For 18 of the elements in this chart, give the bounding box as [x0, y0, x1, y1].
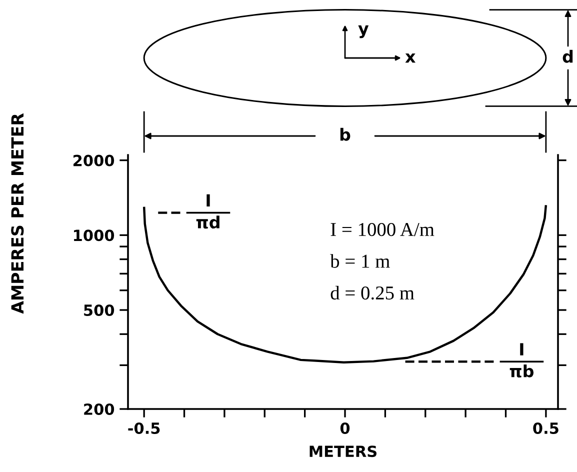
text: x [405, 53, 416, 63]
x-tick-label: 0 [340, 422, 350, 434]
text: y [358, 25, 369, 38]
text: b [340, 128, 350, 141]
annotation: b = 1 m [330, 254, 390, 268]
y-tick-label: 2000 [73, 154, 114, 166]
y-axis-title: AMPERES PER METER [11, 113, 24, 314]
annotation: I = 1000 A/m [330, 222, 434, 236]
x-tick-label: -0.5 [128, 422, 160, 434]
x-tick-label: 0.5 [533, 422, 558, 434]
text: d [562, 50, 573, 63]
annotation: I πd [196, 194, 220, 229]
y-tick-label: 1000 [74, 230, 114, 242]
x-axis-title: METERS [310, 446, 377, 458]
y-tick-label: 200 [84, 403, 114, 416]
annotation: I πb [510, 343, 534, 378]
y-tick-label: 500 [84, 304, 114, 316]
annotation: d = 0.25 m [330, 286, 414, 300]
